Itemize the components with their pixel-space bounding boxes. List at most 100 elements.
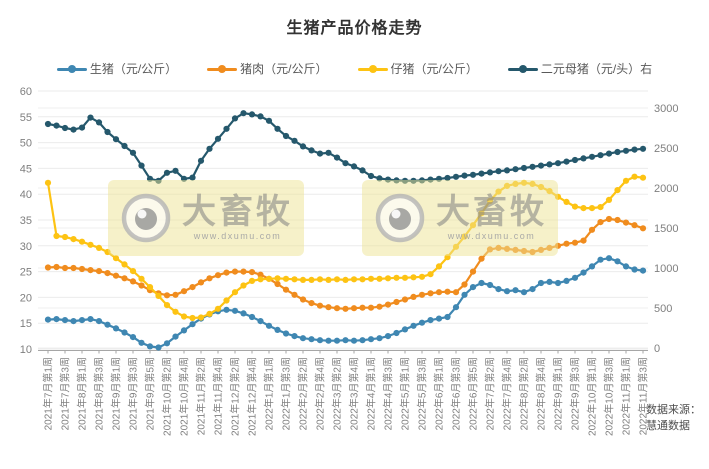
data-point[interactable] xyxy=(469,222,477,229)
data-point[interactable] xyxy=(291,333,298,340)
legend-item-zhurou[interactable]: 猪肉（元/公斤） xyxy=(207,60,328,77)
data-point[interactable] xyxy=(78,265,86,273)
data-point[interactable] xyxy=(240,282,247,289)
data-point[interactable] xyxy=(554,193,562,200)
data-point[interactable] xyxy=(605,255,613,262)
data-point[interactable] xyxy=(461,281,468,288)
data-point[interactable] xyxy=(631,266,638,273)
data-point[interactable] xyxy=(197,157,205,164)
data-point[interactable] xyxy=(537,246,545,253)
data-point[interactable] xyxy=(146,284,154,291)
data-point[interactable] xyxy=(639,145,647,152)
data-point[interactable] xyxy=(614,216,621,224)
data-point[interactable] xyxy=(614,148,621,156)
data-point[interactable] xyxy=(520,179,528,186)
data-point[interactable] xyxy=(214,272,222,279)
data-point[interactable] xyxy=(308,276,315,283)
data-point[interactable] xyxy=(163,340,171,347)
data-point[interactable] xyxy=(206,145,213,152)
data-point[interactable] xyxy=(469,268,477,275)
data-point[interactable] xyxy=(129,149,137,156)
data-point[interactable] xyxy=(333,337,341,344)
data-point[interactable] xyxy=(325,304,332,311)
data-point[interactable] xyxy=(231,307,239,314)
data-point[interactable] xyxy=(452,173,460,180)
data-point[interactable] xyxy=(614,258,621,265)
data-point[interactable] xyxy=(95,268,103,275)
data-point[interactable] xyxy=(529,248,536,256)
data-point[interactable] xyxy=(155,292,162,299)
data-point[interactable] xyxy=(87,267,94,274)
data-point[interactable] xyxy=(444,288,451,295)
data-point[interactable] xyxy=(469,171,477,178)
data-point[interactable] xyxy=(461,233,468,240)
data-point[interactable] xyxy=(282,286,290,293)
data-point[interactable] xyxy=(138,162,145,169)
data-point[interactable] xyxy=(554,160,562,167)
data-point[interactable] xyxy=(248,269,256,276)
data-point[interactable] xyxy=(452,289,460,296)
data-point[interactable] xyxy=(563,198,570,205)
data-point[interactable] xyxy=(291,276,298,283)
data-point[interactable] xyxy=(495,244,502,251)
data-point[interactable] xyxy=(172,291,179,298)
data-point[interactable] xyxy=(554,279,562,287)
data-point[interactable] xyxy=(214,305,222,312)
data-point[interactable] xyxy=(537,183,545,191)
data-point[interactable] xyxy=(605,150,613,157)
legend-item-shengzhu[interactable]: 生猪（元/公斤） xyxy=(56,60,177,77)
data-point[interactable] xyxy=(95,244,103,251)
data-point[interactable] xyxy=(418,273,426,280)
data-point[interactable] xyxy=(112,255,120,262)
data-point[interactable] xyxy=(333,154,341,161)
data-point[interactable] xyxy=(597,152,604,159)
data-point[interactable] xyxy=(410,322,417,329)
data-point[interactable] xyxy=(495,286,502,293)
data-point[interactable] xyxy=(112,272,120,279)
data-point[interactable] xyxy=(512,180,519,187)
data-point[interactable] xyxy=(486,197,494,204)
data-point[interactable] xyxy=(359,337,366,344)
data-point[interactable] xyxy=(206,310,213,317)
data-point[interactable] xyxy=(529,163,536,170)
data-point[interactable] xyxy=(435,263,443,270)
data-point[interactable] xyxy=(444,254,451,261)
data-point[interactable] xyxy=(129,268,137,275)
data-point[interactable] xyxy=(512,287,519,294)
data-point[interactable] xyxy=(614,187,621,194)
data-point[interactable] xyxy=(316,302,324,309)
data-point[interactable] xyxy=(571,239,579,246)
data-point[interactable] xyxy=(401,326,409,333)
data-point[interactable] xyxy=(622,177,630,184)
data-point[interactable] xyxy=(622,219,630,226)
data-point[interactable] xyxy=(452,243,460,250)
data-point[interactable] xyxy=(189,284,196,291)
data-point[interactable] xyxy=(53,122,60,129)
data-point[interactable] xyxy=(223,297,230,304)
data-point[interactable] xyxy=(401,296,409,303)
data-point[interactable] xyxy=(529,286,536,293)
data-point[interactable] xyxy=(61,233,69,241)
data-point[interactable] xyxy=(231,115,239,122)
data-point[interactable] xyxy=(231,268,239,275)
data-point[interactable] xyxy=(359,276,366,283)
data-point[interactable] xyxy=(206,275,213,282)
data-point[interactable] xyxy=(248,111,256,118)
data-point[interactable] xyxy=(180,288,188,295)
data-point[interactable] xyxy=(104,128,111,136)
data-point[interactable] xyxy=(299,335,307,342)
data-point[interactable] xyxy=(350,305,358,312)
data-point[interactable] xyxy=(342,276,349,283)
data-point[interactable] xyxy=(571,274,579,281)
data-point[interactable] xyxy=(87,114,94,121)
data-point[interactable] xyxy=(571,156,579,164)
data-point[interactable] xyxy=(180,327,188,334)
data-point[interactable] xyxy=(155,344,162,351)
data-point[interactable] xyxy=(172,308,179,315)
data-point[interactable] xyxy=(342,160,349,167)
data-point[interactable] xyxy=(554,242,562,249)
data-point[interactable] xyxy=(520,164,528,172)
data-point[interactable] xyxy=(231,289,239,296)
data-point[interactable] xyxy=(393,274,400,281)
data-point[interactable] xyxy=(401,177,409,184)
